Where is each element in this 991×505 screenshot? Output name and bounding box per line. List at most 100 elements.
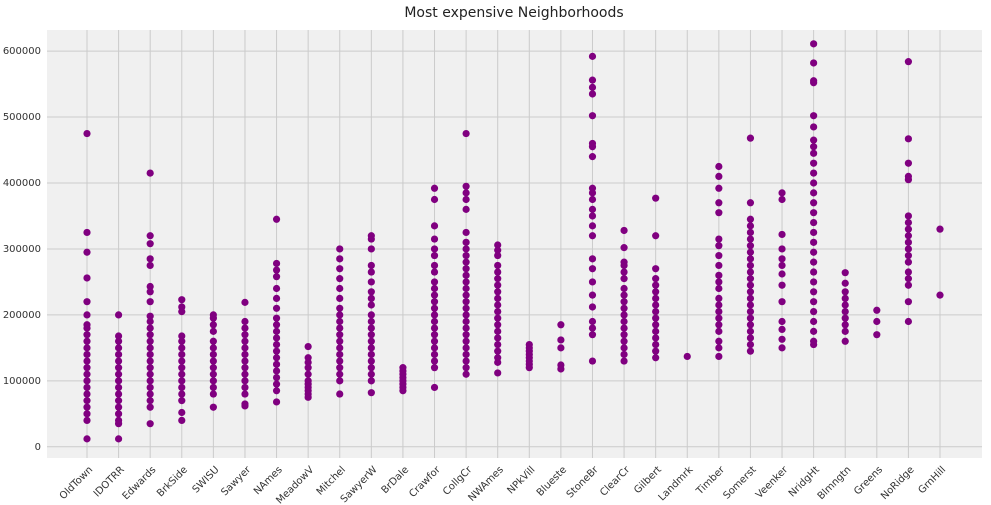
- point: [462, 331, 470, 339]
- point: [272, 215, 281, 223]
- point: [272, 340, 281, 349]
- point: [178, 370, 186, 378]
- point: [715, 284, 723, 293]
- point: [462, 317, 470, 326]
- point: [841, 301, 849, 309]
- point: [114, 383, 123, 392]
- point: [272, 259, 281, 268]
- point: [178, 344, 186, 352]
- point: [936, 225, 944, 233]
- point: [462, 245, 470, 253]
- point: [367, 317, 375, 326]
- point: [430, 261, 439, 270]
- point: [810, 218, 818, 227]
- point: [810, 258, 818, 266]
- point: [146, 232, 154, 240]
- point: [83, 344, 91, 352]
- point: [367, 288, 375, 296]
- point: [904, 245, 913, 253]
- point: [241, 402, 249, 410]
- point: [810, 327, 818, 335]
- point: [810, 179, 818, 187]
- point: [178, 332, 186, 340]
- point: [462, 304, 470, 312]
- point: [83, 416, 91, 425]
- y-tick-label: 100000: [3, 376, 41, 387]
- point: [367, 261, 375, 270]
- point: [778, 195, 786, 204]
- point: [746, 215, 755, 223]
- point: [746, 294, 755, 303]
- point: [430, 337, 439, 345]
- point: [810, 278, 818, 286]
- point: [178, 383, 186, 392]
- point: [336, 370, 344, 378]
- point: [178, 357, 186, 365]
- point: [430, 350, 439, 359]
- point: [114, 311, 123, 319]
- point: [778, 325, 786, 334]
- point: [746, 314, 755, 322]
- point: [873, 317, 881, 326]
- point: [841, 321, 849, 329]
- point: [114, 364, 123, 372]
- point: [778, 335, 786, 343]
- point: [462, 311, 470, 319]
- point: [83, 403, 91, 411]
- point: [715, 301, 723, 309]
- point: [146, 240, 154, 248]
- point: [336, 357, 344, 365]
- point: [336, 245, 344, 253]
- point: [209, 344, 217, 352]
- point: [272, 373, 281, 382]
- point: [209, 357, 217, 365]
- point: [430, 331, 439, 339]
- point: [462, 370, 470, 378]
- point: [367, 350, 375, 359]
- point: [904, 159, 913, 167]
- point: [462, 228, 470, 237]
- point: [652, 275, 660, 283]
- point: [367, 357, 375, 365]
- point: [272, 347, 281, 355]
- point: [430, 245, 439, 253]
- point: [430, 268, 439, 276]
- point: [146, 350, 154, 359]
- point: [620, 317, 628, 326]
- point: [620, 324, 628, 332]
- point: [430, 195, 439, 204]
- x-tick-label: Landmrk: [657, 464, 696, 503]
- x-tick-label: ClearCr: [598, 464, 633, 499]
- point: [336, 304, 344, 312]
- point: [304, 364, 312, 372]
- point: [494, 246, 502, 254]
- point: [178, 307, 186, 316]
- point: [652, 281, 660, 289]
- point: [462, 195, 470, 204]
- point: [841, 294, 849, 303]
- point: [178, 350, 186, 359]
- point: [746, 275, 755, 283]
- point: [146, 282, 154, 291]
- point: [904, 218, 913, 227]
- point: [588, 291, 597, 299]
- point: [367, 370, 375, 378]
- point: [588, 153, 597, 161]
- point: [209, 377, 217, 385]
- point: [83, 435, 91, 443]
- point: [494, 288, 502, 296]
- point: [367, 301, 375, 309]
- point: [810, 317, 818, 326]
- point: [83, 129, 91, 138]
- point: [873, 331, 881, 339]
- point: [904, 268, 913, 276]
- x-tick-label: GrnHill: [917, 464, 949, 496]
- point: [430, 317, 439, 326]
- point: [557, 344, 565, 352]
- point: [715, 261, 723, 270]
- point: [146, 337, 154, 345]
- point: [904, 251, 913, 260]
- point: [241, 377, 249, 385]
- point: [746, 340, 755, 349]
- point: [114, 332, 123, 340]
